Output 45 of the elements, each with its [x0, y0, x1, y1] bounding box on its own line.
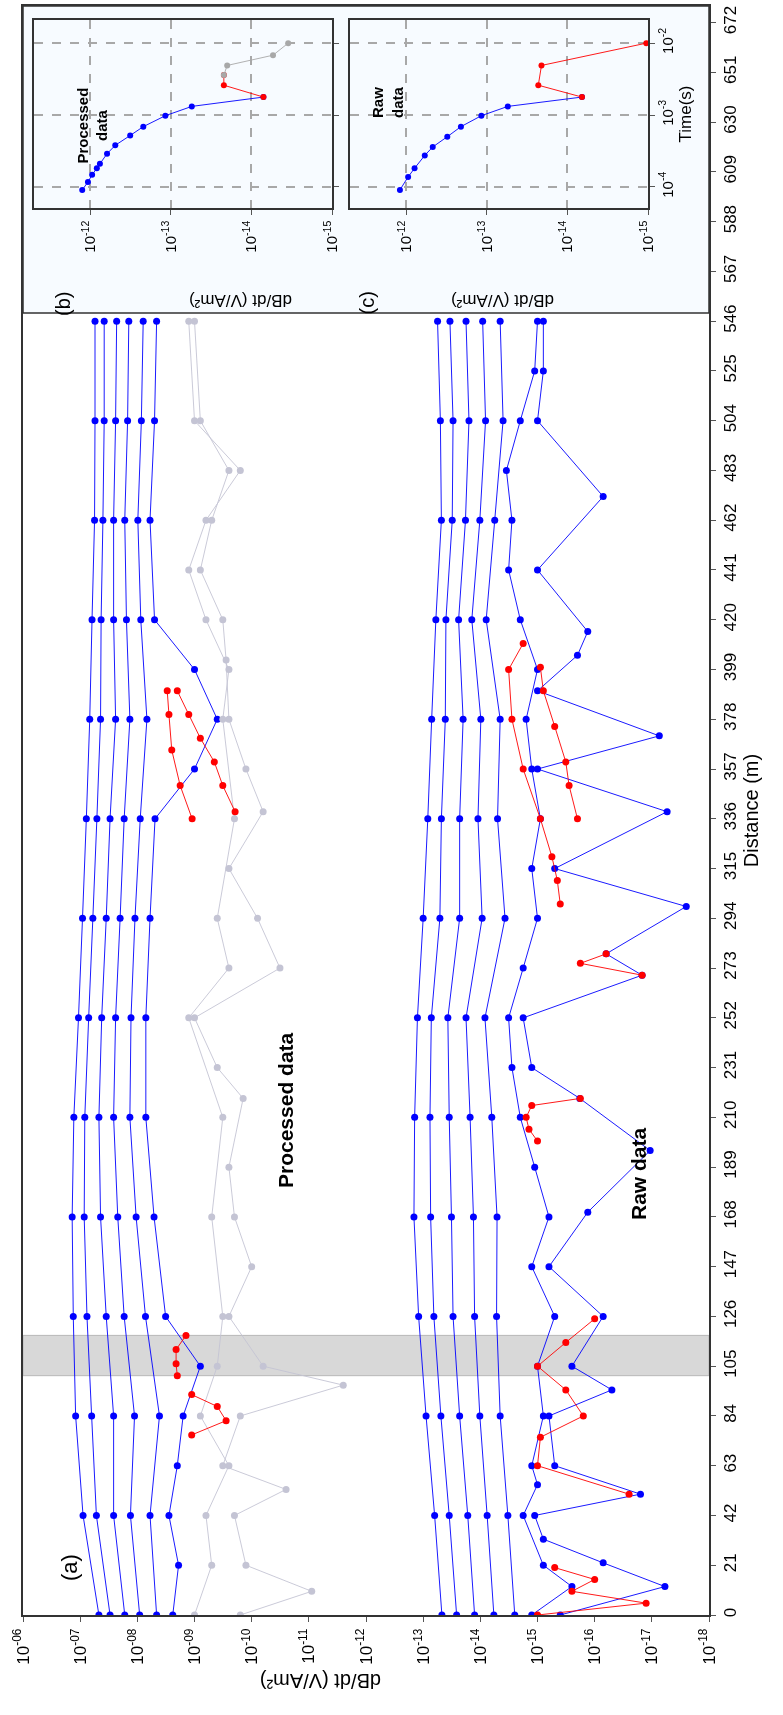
y-tick-label: 21	[721, 1553, 741, 1573]
y-tick-label: 336	[721, 802, 741, 831]
y-tick-label: 672	[721, 5, 741, 35]
y-tick-label: 609	[721, 155, 741, 184]
y-tick-label: 504	[721, 403, 741, 433]
y-tick-label: 294	[721, 901, 741, 930]
y-tick-label: 567	[721, 254, 741, 284]
y-tick-label: 357	[721, 752, 741, 781]
x-axis-title: dB/dt (V/Am²)	[451, 291, 554, 310]
x-axis-title: dB/dt (V/Am²)	[189, 291, 292, 310]
y-tick-label: 483	[721, 453, 741, 483]
annotation: Raw data	[627, 1127, 650, 1220]
y-tick-label: 630	[721, 105, 741, 134]
y-tick-label: 0	[721, 1607, 741, 1618]
y-tick-label: 315	[721, 851, 741, 881]
y-tick-label: 210	[721, 1100, 741, 1130]
annotation: Processed data	[274, 1032, 297, 1188]
y-tick-label: 63	[721, 1453, 741, 1473]
y-tick-label: 252	[721, 1001, 741, 1030]
y-tick-label: 126	[721, 1299, 741, 1329]
y-tick-label: 231	[721, 1050, 741, 1080]
annotation: Processed data	[73, 87, 110, 164]
annotation: Raw data	[369, 86, 406, 118]
y-tick-label: 168	[721, 1200, 741, 1229]
y-tick-label: 147	[721, 1249, 741, 1279]
y-tick-label: 105	[721, 1349, 741, 1378]
y-tick-label: 462	[721, 503, 741, 532]
annotation: (b)	[52, 291, 74, 316]
y-tick-label: 42	[721, 1503, 741, 1523]
y-tick-label: 525	[721, 354, 741, 383]
x-axis-title: dB/dt (V/Am²)	[259, 1670, 381, 1692]
y-tick-label: 441	[721, 553, 741, 582]
y-tick-label: 420	[721, 603, 741, 632]
y-tick-label: 84	[721, 1403, 741, 1423]
y-tick-label: 378	[721, 702, 741, 731]
y-axis-title: Time(s)	[675, 85, 695, 143]
y-tick-label: 399	[721, 652, 741, 682]
y-tick-label: 189	[721, 1150, 741, 1179]
y-tick-label: 651	[721, 55, 741, 84]
y-axis-title: Distance (m)	[740, 753, 763, 868]
y-tick-label: 588	[721, 204, 741, 234]
annotation: (c)	[355, 291, 378, 315]
y-tick-label: 546	[721, 304, 741, 333]
y-tick-label: 273	[721, 951, 741, 980]
annotation: (a)	[57, 1554, 82, 1581]
